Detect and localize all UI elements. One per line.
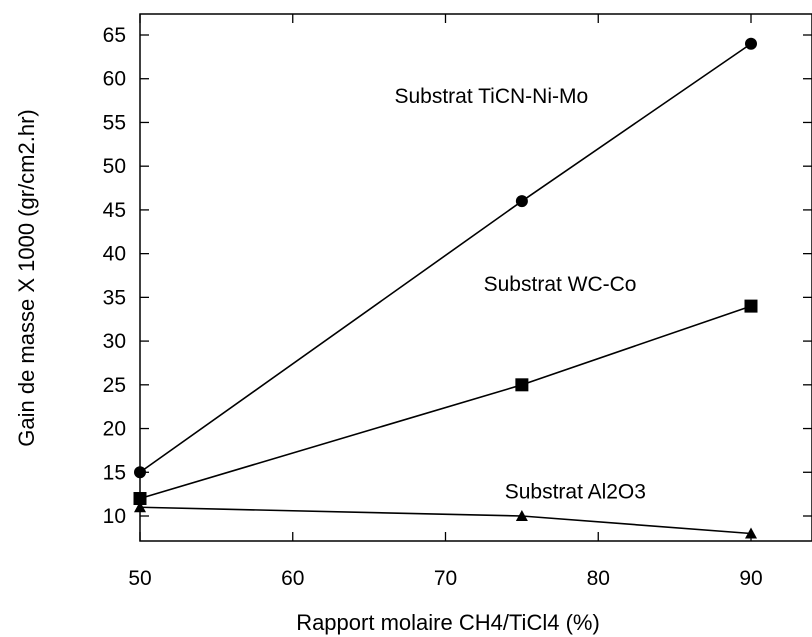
plot-frame	[139, 13, 812, 542]
y-tick-label: 20	[103, 418, 126, 441]
triangle-marker	[745, 527, 757, 539]
y-tick-label: 35	[103, 286, 126, 309]
x-tick-label: 70	[434, 567, 457, 590]
square-marker	[515, 378, 529, 392]
annotation-label: Substrat WC-Co	[484, 273, 637, 296]
annotation-label: Substrat Al2O3	[505, 481, 646, 504]
series-line-square	[139, 305, 752, 500]
annotation-label: Substrat TiCN-Ni-Mo	[394, 85, 588, 108]
series-markers	[133, 37, 758, 539]
y-tick-label: 25	[103, 374, 126, 397]
y-tick-label: 55	[103, 111, 126, 134]
y-tick-label: 15	[103, 461, 126, 484]
y-tick-label: 30	[103, 330, 126, 353]
x-tick-label: 90	[739, 567, 762, 590]
x-tick-label: 50	[128, 567, 151, 590]
triangle-marker	[515, 510, 528, 521]
y-tick-label: 10	[103, 505, 126, 528]
y-tick-label: 40	[103, 243, 126, 266]
series-line-triangle	[139, 506, 752, 535]
y-tick-label: 65	[103, 24, 126, 47]
square-marker	[133, 492, 147, 506]
square-marker	[744, 299, 758, 313]
axis-ticks: 10 15 20 25 30 35 40 45 50 55 60 65 50 60 70 80 90	[103, 14, 812, 590]
series-lines	[139, 43, 752, 535]
circle-marker	[515, 195, 528, 208]
y-tick-label: 60	[103, 68, 126, 91]
annotations: Substrat TiCN-Ni-Mo Substrat WC-Co Substra…	[394, 85, 645, 503]
circle-marker	[745, 37, 757, 50]
x-tick-label: 60	[281, 567, 304, 590]
x-tick-label: 80	[587, 567, 610, 590]
y-tick-label: 45	[103, 199, 126, 222]
y-tick-label: 50	[103, 155, 126, 178]
x-axis-title: Rapport molaire CH4/TiCl4 (%)	[296, 610, 600, 635]
y-axis-title: Gain de masse X 1000 (gr/cm2.hr)	[14, 109, 39, 446]
circle-marker	[134, 466, 146, 479]
triangle-marker	[134, 501, 146, 513]
